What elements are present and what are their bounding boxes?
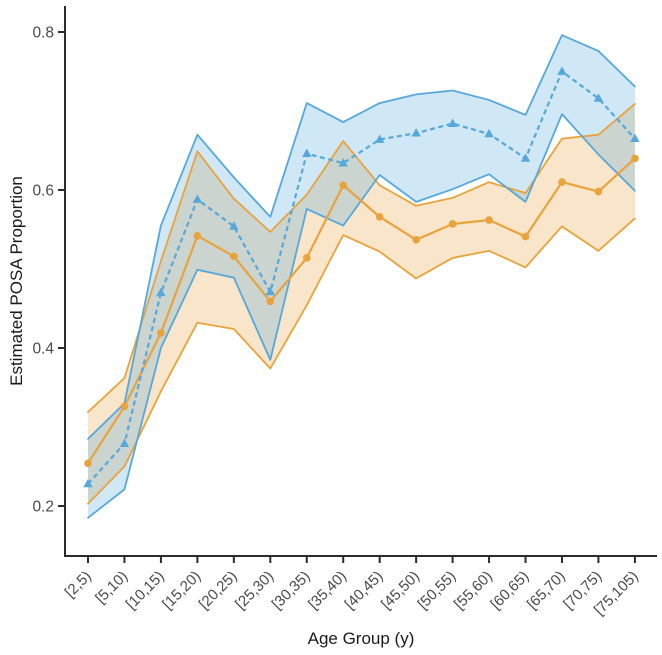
y-axis-title: Estimated POSA Proportion [7, 176, 26, 386]
x-tick-label: [35,40) [305, 568, 350, 613]
blue-triangle-series-line [87, 70, 636, 485]
blue-triangle-series-data-point-marker [265, 286, 275, 296]
x-axis-title: Age Group (y) [307, 629, 415, 648]
orange-circle-series-band-lower-edge [87, 217, 636, 505]
orange-circle-series-data-point-marker [302, 254, 311, 262]
blue-triangle-series-data-point-marker [557, 66, 567, 75]
blue-triangle-series-data-point-marker [338, 158, 348, 167]
blue-triangle-series-data-point-marker [119, 438, 130, 447]
x-tick-label: [65,70) [524, 568, 569, 613]
blue-triangle-series-data-point-marker [374, 134, 385, 143]
orange-circle-series-data-point-marker [193, 232, 202, 240]
orange-circle-series-data-point-marker [375, 213, 384, 221]
x-tick-label: [2,5) [62, 568, 95, 601]
blue-triangle-series-data-point-marker [447, 118, 458, 128]
x-tick-label: [30,35) [269, 568, 314, 613]
orange-circle-series-data-point-marker [120, 402, 129, 411]
blue-triangle-series-data-point-marker [229, 221, 239, 230]
orange-circle-series-data-point-marker [521, 232, 530, 241]
orange-circle-series-data-point-marker [84, 459, 92, 468]
blue-triangle-series-data-point-marker [302, 148, 312, 158]
blue-triangle-series-data-point-marker [156, 287, 166, 297]
blue-triangle-series-confidence-band [88, 35, 635, 518]
orange-circle-series-band-upper-edge [87, 102, 636, 413]
orange-circle-series-data-point-marker [448, 220, 457, 228]
orange-circle-series-data-point-marker [157, 329, 165, 337]
x-tick-label: [45,50) [378, 568, 423, 613]
orange-circle-series-data-point-marker [266, 297, 275, 306]
y-tick-label: 0.8 [32, 25, 54, 42]
orange-circle-series-data-point-marker [594, 187, 603, 196]
x-tick-label: [50,55) [414, 568, 459, 613]
blue-triangle-series-data-point-marker [593, 93, 604, 102]
orange-circle-series-confidence-band [88, 103, 635, 504]
blue-triangle-series-data-point-marker [484, 128, 494, 138]
blue-triangle-series-data-point-marker [83, 478, 93, 488]
y-tick-label: 0.4 [32, 341, 54, 358]
orange-circle-series-data-point-marker [230, 252, 238, 261]
y-tick-label: 0.2 [32, 499, 54, 516]
orange-circle-series-data-point-marker [631, 154, 639, 163]
x-tick-label: [25,30) [232, 568, 277, 613]
orange-circle-series-data-point-marker [558, 178, 566, 186]
orange-circle-series-data-point-marker [339, 181, 348, 190]
blue-triangle-series-data-point-marker [630, 133, 640, 143]
orange-circle-series-data-point-marker [412, 235, 420, 244]
blue-triangle-series-data-point-marker [411, 128, 421, 137]
x-tick-label: [40,45) [341, 568, 386, 613]
orange-circle-series-line [87, 157, 636, 464]
blue-triangle-series-data-point-marker [520, 153, 531, 162]
orange-circle-series-data-point-marker [485, 216, 493, 224]
x-tick-label: [15,20) [159, 568, 204, 613]
blue-triangle-series-band-upper-edge [87, 34, 636, 440]
x-tick-label: [55,60) [451, 568, 496, 613]
x-tick-label: [60,65) [487, 568, 532, 613]
y-tick-label: 0.6 [32, 183, 54, 200]
blue-triangle-series-data-point-marker [192, 194, 203, 203]
x-tick-label: [10,15) [123, 568, 168, 613]
x-tick-label: [20,25) [196, 568, 241, 613]
